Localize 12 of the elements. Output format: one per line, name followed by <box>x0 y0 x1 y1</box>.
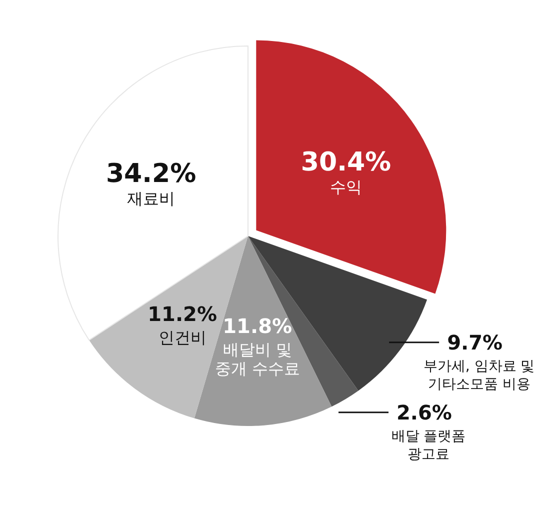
slice-label: 배달비 및 중개 수수료 <box>214 340 300 378</box>
data-label: 30.4% <box>300 148 392 178</box>
slice-label: 인건비 <box>158 328 206 347</box>
data-label: 9.7% <box>447 330 503 354</box>
data-label: 11.8% <box>222 314 292 338</box>
data-label: 11.2% <box>148 302 218 326</box>
slice-label: 배달 플랫폼 광고료 <box>391 428 466 462</box>
slice-label: 부가세, 임차료 및 기타소모품 비용 <box>423 358 535 392</box>
slice-label: 재료비 <box>127 188 176 208</box>
data-label: 2.6% <box>396 400 452 424</box>
slice-label: 수익 <box>330 178 362 197</box>
data-label: 34.2% <box>106 158 196 189</box>
